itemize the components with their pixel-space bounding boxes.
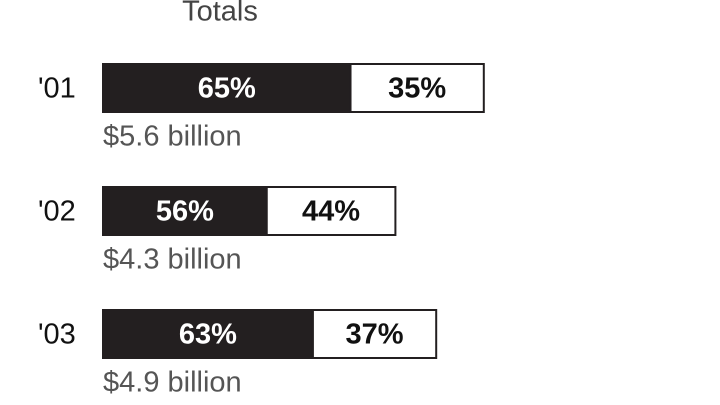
total-label: $4.9 billion [103, 367, 242, 399]
bar-segment [102, 309, 314, 359]
category-label: '03 [38, 319, 76, 351]
category-label: '01 [38, 73, 76, 105]
bar-segment [102, 63, 352, 113]
value-label: 63% [179, 319, 237, 351]
chart-title: Totals [182, 0, 258, 28]
value-label: 56% [156, 196, 214, 228]
value-label: 65% [198, 73, 256, 105]
bar-segment [102, 186, 268, 236]
total-label: $5.6 billion [103, 121, 242, 153]
total-label: $4.3 billion [103, 244, 242, 276]
bar-segment [265, 186, 397, 236]
bar-segment [349, 63, 485, 113]
bar-segment [311, 309, 438, 359]
value-label: 37% [346, 319, 404, 351]
value-label: 44% [302, 196, 360, 228]
value-label: 35% [388, 73, 446, 105]
category-label: '02 [38, 196, 76, 228]
